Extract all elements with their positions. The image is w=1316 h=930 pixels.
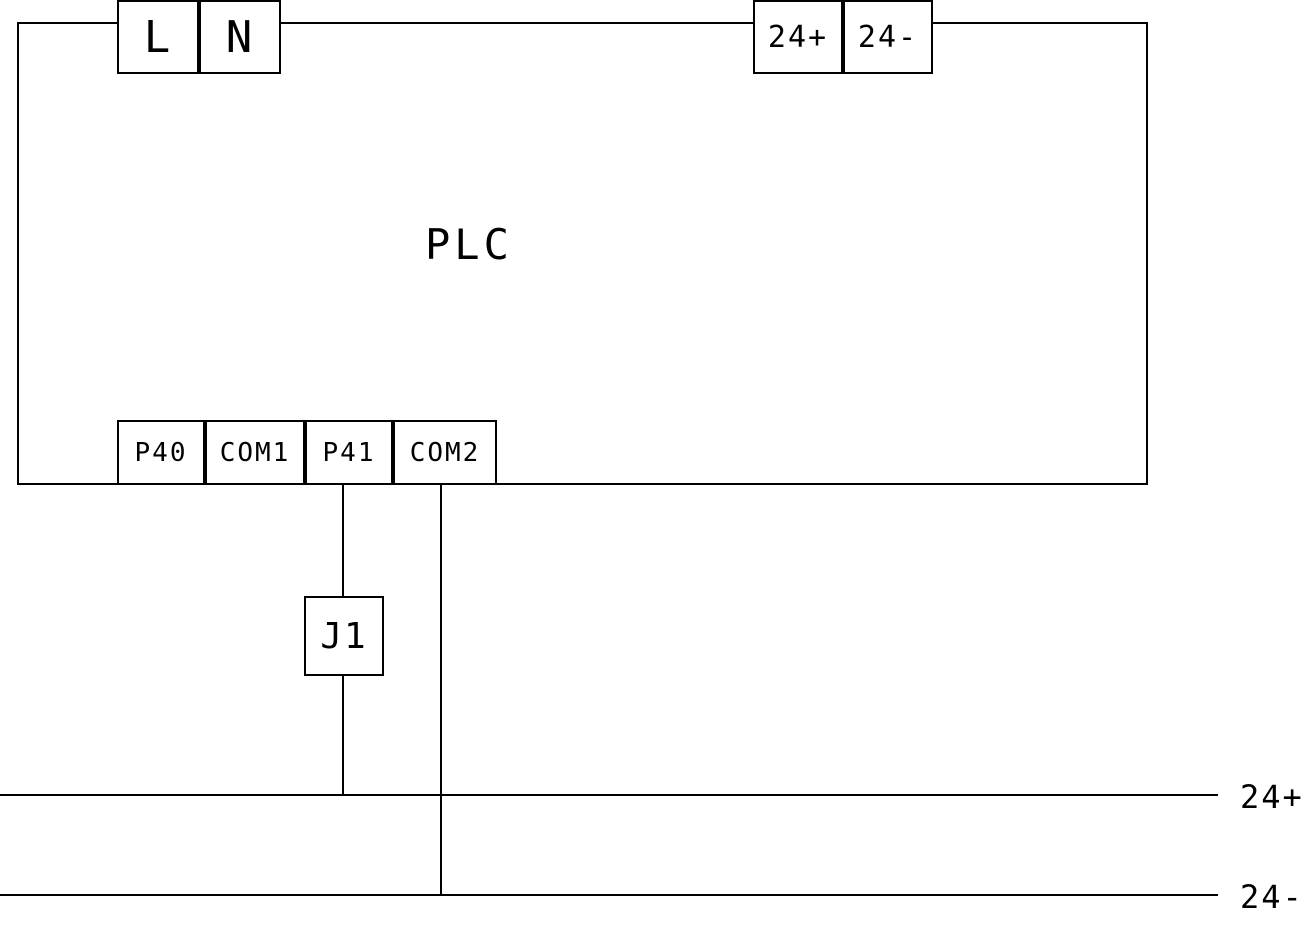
terminal-l: L (117, 0, 199, 74)
wire-com1-to-j1 (342, 485, 344, 596)
rail-24minus-label: 24- (1240, 878, 1304, 916)
terminal-24plus-top: 24+ (753, 0, 843, 74)
wire-j1-to-24plus (342, 676, 344, 794)
terminal-n: N (199, 0, 281, 74)
j1-label: J1 (320, 616, 367, 657)
terminal-com2: COM2 (393, 420, 497, 485)
rail-24plus (0, 794, 1218, 796)
terminal-24minus-top: 24- (843, 0, 933, 74)
terminal-n-label: N (226, 12, 255, 63)
wire-com2-to-24minus (440, 485, 442, 894)
terminal-24minus-top-label: 24- (858, 20, 918, 55)
rail-24plus-label: 24+ (1240, 778, 1304, 816)
terminal-p40-label: P40 (135, 438, 188, 468)
terminal-p41: P41 (305, 420, 393, 485)
terminal-com2-label: COM2 (410, 438, 481, 468)
terminal-p41-label: P41 (323, 438, 376, 468)
terminal-com1: COM1 (205, 420, 305, 485)
j1-block: J1 (304, 596, 384, 676)
terminal-24plus-top-label: 24+ (768, 20, 828, 55)
plc-block (17, 22, 1148, 485)
plc-label: PLC (425, 220, 513, 269)
schematic-diagram: PLC L N 24+ 24- P40 COM1 P41 COM2 J1 24+… (0, 0, 1316, 930)
terminal-p40: P40 (117, 420, 205, 485)
rail-24minus (0, 894, 1218, 896)
terminal-com1-label: COM1 (220, 438, 291, 468)
terminal-l-label: L (144, 12, 173, 63)
